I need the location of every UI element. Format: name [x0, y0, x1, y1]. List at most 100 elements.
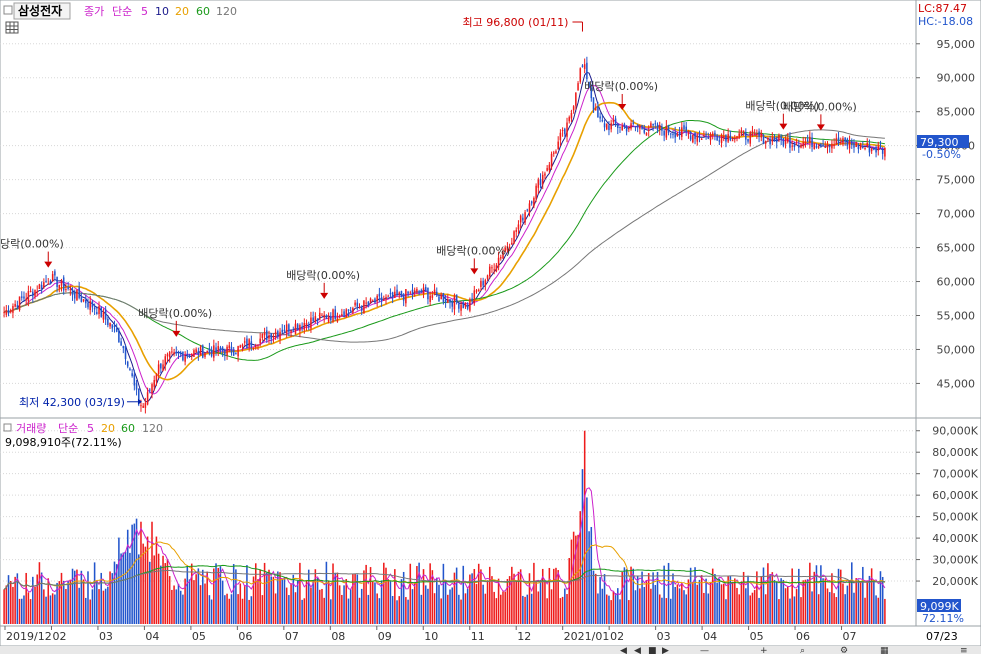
settings-icon[interactable]: ⚙	[840, 646, 848, 654]
volume-bar	[65, 588, 67, 624]
candle-body	[678, 131, 681, 135]
search-icon[interactable]: ⌕	[800, 646, 805, 654]
volume-bar	[669, 598, 672, 624]
volume-bar	[67, 581, 69, 624]
volume-bar	[356, 574, 359, 624]
dividend-label: 배당락(0.00%)	[436, 244, 510, 257]
volume-bar	[694, 567, 696, 624]
candle-body	[294, 323, 297, 334]
volume-tick-label: 90,000K	[932, 425, 978, 438]
candle-body	[782, 138, 785, 146]
volume-bar	[619, 599, 621, 624]
candle-body	[356, 302, 359, 307]
volume-bar	[844, 594, 846, 624]
volume-bar	[389, 581, 392, 624]
grid-icon[interactable]: ▦	[880, 646, 889, 654]
candle-body	[795, 144, 798, 146]
candle-body	[248, 339, 250, 347]
candle-body	[376, 295, 378, 302]
volume-bar	[111, 573, 114, 624]
date-tick-label: 11	[471, 630, 485, 643]
volume-bar	[78, 587, 80, 624]
candle-body	[49, 280, 52, 284]
candle-body	[749, 132, 752, 144]
volume-bar	[71, 568, 74, 624]
volume-bar	[820, 565, 822, 624]
candle-body	[78, 287, 80, 298]
volume-close-box[interactable]	[3, 423, 12, 432]
close-box[interactable]	[3, 5, 13, 15]
volume-bar	[12, 586, 14, 624]
volume-bar	[568, 558, 570, 624]
volume-bar	[634, 590, 637, 624]
volume-bar	[367, 594, 370, 624]
price-tick-label: 65,000	[937, 242, 976, 255]
menu-icon[interactable]: ≡	[960, 646, 968, 654]
candle-body	[411, 289, 414, 296]
candle-body	[398, 292, 401, 294]
volume-bar	[460, 599, 462, 624]
candle-body	[43, 282, 45, 288]
candle-body	[636, 125, 639, 128]
zoom-out-icon[interactable]: —	[700, 646, 709, 654]
candle-body	[274, 331, 277, 335]
candle-body	[142, 405, 144, 408]
candle-body	[319, 312, 321, 320]
candle-body	[407, 291, 409, 294]
volume-bar	[786, 586, 789, 624]
stop-icon[interactable]: ■	[648, 646, 657, 654]
volume-bar	[427, 588, 429, 624]
candle-body	[696, 135, 699, 142]
volume-bar	[20, 598, 23, 624]
candle-body	[862, 147, 864, 149]
dividend-label: 배당락(0.00%)	[584, 80, 658, 93]
volume-bar	[380, 580, 383, 624]
date-tick-label: 2021/01	[564, 630, 610, 643]
candle-body	[612, 119, 615, 122]
volume-bar	[535, 580, 537, 624]
volume-bar	[400, 579, 403, 624]
chart-title: 삼성전자	[18, 3, 62, 18]
scroll-next-icon[interactable]: ▶	[662, 646, 669, 654]
volume-bar	[175, 589, 178, 624]
candle-body	[689, 135, 692, 140]
candle-body	[714, 132, 716, 136]
candle-body	[875, 147, 877, 153]
date-tick-label: 06	[796, 630, 810, 643]
volume-bar	[237, 594, 239, 624]
volume-bar	[354, 574, 356, 624]
candle-body	[213, 345, 215, 358]
table-icon[interactable]	[5, 21, 19, 34]
volume-bar	[480, 569, 482, 624]
volume-bar	[484, 593, 487, 624]
price-axis	[915, 0, 981, 419]
volume-bar	[658, 594, 661, 624]
change-label: -0.50%	[922, 148, 961, 161]
candle-body	[69, 289, 72, 291]
volume-bar	[559, 598, 562, 624]
volume-bar	[530, 593, 533, 624]
scrollbar[interactable]	[0, 646, 981, 654]
volume-bar	[767, 563, 769, 624]
scroll-prev-icon[interactable]: ◀	[634, 646, 641, 654]
candle-body	[246, 338, 248, 349]
volume-bar	[69, 579, 72, 624]
price-tick-label: 45,000	[937, 377, 976, 390]
candle-body	[630, 123, 632, 129]
title-box[interactable]	[13, 2, 71, 20]
candle-body	[380, 297, 383, 302]
volume-bar	[835, 597, 838, 624]
candle-body	[822, 143, 824, 145]
zoom-in-icon[interactable]: +	[760, 646, 768, 654]
candle-body	[561, 130, 564, 132]
date-tick-label: 06	[238, 630, 252, 643]
candle-body	[614, 118, 617, 125]
scroll-first-icon[interactable]: ◀	[620, 646, 627, 654]
volume-bar	[513, 573, 515, 624]
bottom-toolbar[interactable]: ◀ ◀ ■ ▶ — + ⌕ ⚙ ▦ ≡	[620, 646, 968, 654]
volume-bar	[398, 596, 401, 624]
volume-bar	[338, 585, 341, 624]
volume-bar	[383, 562, 385, 624]
volume-bar	[186, 566, 189, 624]
volume-bar	[700, 575, 703, 624]
